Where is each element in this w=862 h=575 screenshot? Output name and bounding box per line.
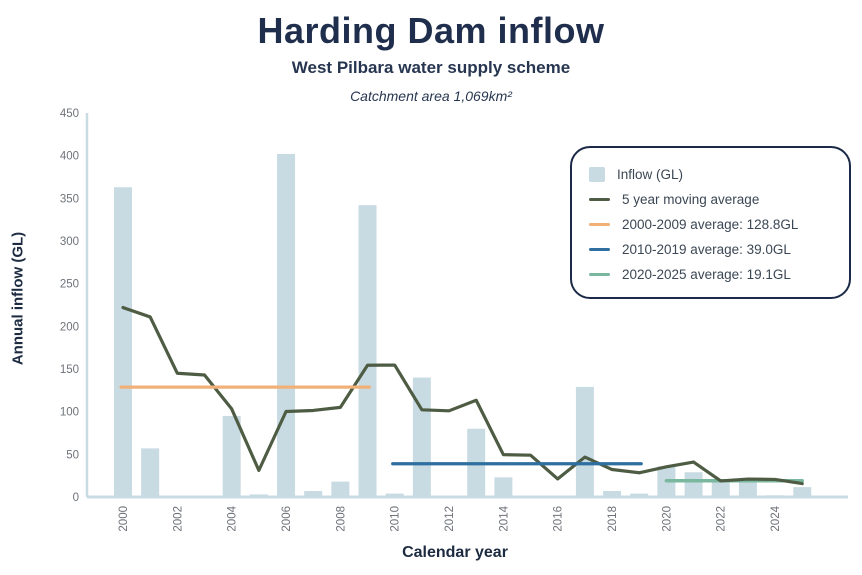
y-tick-label-150: 150 [60,364,79,376]
legend-item-average-2020-2025: 2020-2025 average: 19.1GL [589,262,839,287]
inflow-bar-2006 [277,153,296,497]
x-tick-label-2024: 2024 [770,505,782,531]
chart-title: Harding Dam inflow [257,10,605,51]
inflow-bar-2008 [331,481,350,497]
catchment-area-note: Catchment area 1,069km² [350,88,512,104]
y-tick-label-100: 100 [60,407,79,419]
x-axis-title: Calendar year [402,544,508,561]
legend-item-moving-average: 5 year moving average [589,187,839,212]
y-tick-label-400: 400 [60,151,79,163]
inflow-bar-2001 [141,448,160,497]
legend-item-average-2000-2009: 2000-2009 average: 128.8GL [589,212,839,237]
x-tick-label-2016: 2016 [553,506,565,532]
inflow-bar-2009 [358,205,377,497]
x-tick-label-2022: 2022 [716,506,728,532]
legend-label: 2010-2019 average: 39.0GL [622,242,791,257]
legend-label: Inflow (GL) [617,167,684,182]
x-tick-label-2000: 2000 [118,506,130,532]
x-tick-label-2006: 2006 [281,506,293,532]
y-tick-label-0: 0 [73,492,79,504]
x-tick-label-2014: 2014 [498,505,510,531]
legend-item-inflow: Inflow (GL) [589,162,839,187]
x-tick-label-2018: 2018 [607,506,619,532]
chart-subtitle: West Pilbara water supply scheme [291,58,571,77]
inflow-bar-2007 [304,491,323,497]
y-tick-label-300: 300 [60,236,79,248]
x-tick-label-2002: 2002 [172,506,184,532]
average-2010-2019-line-swatch [589,247,610,252]
inflow-bar-2000 [114,187,132,498]
legend: Inflow (GL) 5 year moving average 2000-2… [570,146,851,299]
inflow-bar-2025 [793,487,812,497]
inflow-bar-2022 [711,481,730,497]
inflow-bar-swatch [589,167,605,182]
inflow-bar-2021 [684,472,703,497]
inflow-bar-2018 [603,491,622,497]
legend-label: 2000-2009 average: 128.8GL [622,217,799,232]
x-tick-label-2010: 2010 [390,506,402,532]
inflow-bar-2010 [385,493,404,497]
average-2020-2025-line-swatch [589,272,610,277]
moving-average-line [121,305,804,486]
inflow-bar-2017 [575,386,594,497]
inflow-bar-2014 [494,477,513,497]
average-2000-2009-line-swatch [589,222,610,227]
x-tick-label-2020: 2020 [661,506,673,532]
inflow-bar-2004 [222,415,241,497]
x-tick-label-2012: 2012 [444,506,456,532]
y-axis-title: Annual inflow (GL) [9,231,27,366]
x-tick-label-2008: 2008 [335,506,347,532]
y-tick-label-200: 200 [60,321,79,333]
inflow-bar-2011 [412,377,431,497]
y-tick-label-250: 250 [60,279,79,291]
y-tick-label-50: 50 [66,449,79,461]
inflow-bar-2023 [738,481,757,497]
x-tick-label-2004: 2004 [227,505,239,531]
legend-label: 5 year moving average [622,192,760,207]
moving-average-line-swatch [589,197,610,202]
y-tick-label-450: 450 [60,108,79,120]
inflow-bar-2019 [630,493,649,497]
legend-item-average-2010-2019: 2010-2019 average: 39.0GL [589,237,839,262]
y-tick-label-350: 350 [60,193,79,205]
legend-label: 2020-2025 average: 19.1GL [622,267,791,282]
